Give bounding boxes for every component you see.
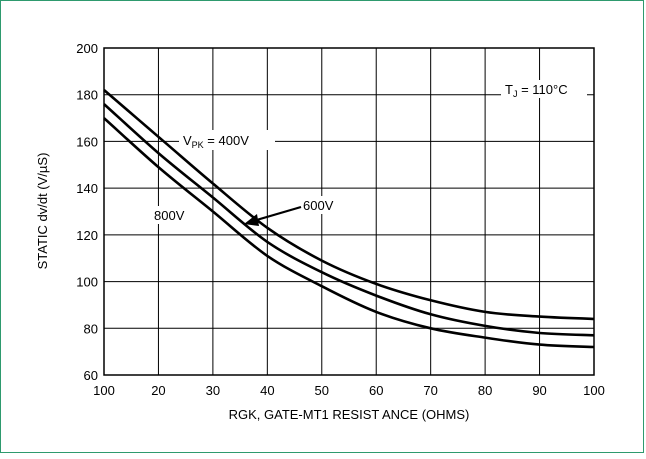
x-axis-label: RGK, GATE-MT1 RESIST ANCE (OHMS) [229, 407, 470, 422]
v600-arrow-head [244, 214, 259, 226]
v400-label-bg [179, 130, 275, 150]
y-tick-label: 80 [84, 321, 98, 336]
x-tick-label: 90 [532, 383, 546, 398]
curve-400v [103, 89, 595, 321]
curve-800v [103, 117, 595, 349]
y-tick-label: 60 [84, 368, 98, 383]
x-tick-label: 60 [369, 383, 383, 398]
y-tick-label: 160 [76, 134, 98, 149]
y-tick-label: 200 [76, 41, 98, 56]
x-tick-label: 50 [315, 383, 329, 398]
y-tick-label: 180 [76, 88, 98, 103]
y-tick-labels: 60 80 100 120 140 160 180 200 [76, 41, 98, 383]
x-tick-label: 40 [260, 383, 274, 398]
x-tick-label: 70 [423, 383, 437, 398]
temp-label-bg [501, 80, 587, 98]
x-tick-label: 20 [151, 383, 165, 398]
v600-label: 600V [303, 198, 334, 213]
curve-600v [103, 103, 595, 337]
y-axis-label: STATIC dv/dt (V/µS) [35, 153, 50, 270]
x-tick-label: 30 [206, 383, 220, 398]
v400-label: VPK = 400V [183, 133, 249, 150]
temp-label: TJ = 110°C [505, 82, 568, 99]
x-tick-label: 100 [583, 383, 605, 398]
x-tick-label: 80 [478, 383, 492, 398]
y-tick-label: 120 [76, 228, 98, 243]
curves [103, 89, 595, 349]
x-tick-labels: 100 20 30 40 50 60 70 80 90 100 [93, 383, 605, 398]
v600-arrow-shaft [252, 205, 302, 223]
v800-label: 800V [154, 208, 185, 223]
x-tick-label: 100 [93, 383, 115, 398]
v600-label-bg [301, 196, 341, 214]
y-tick-label: 100 [76, 275, 98, 290]
y-tick-label: 140 [76, 181, 98, 196]
v800-label-bg [152, 206, 192, 224]
plot-border [103, 47, 595, 376]
